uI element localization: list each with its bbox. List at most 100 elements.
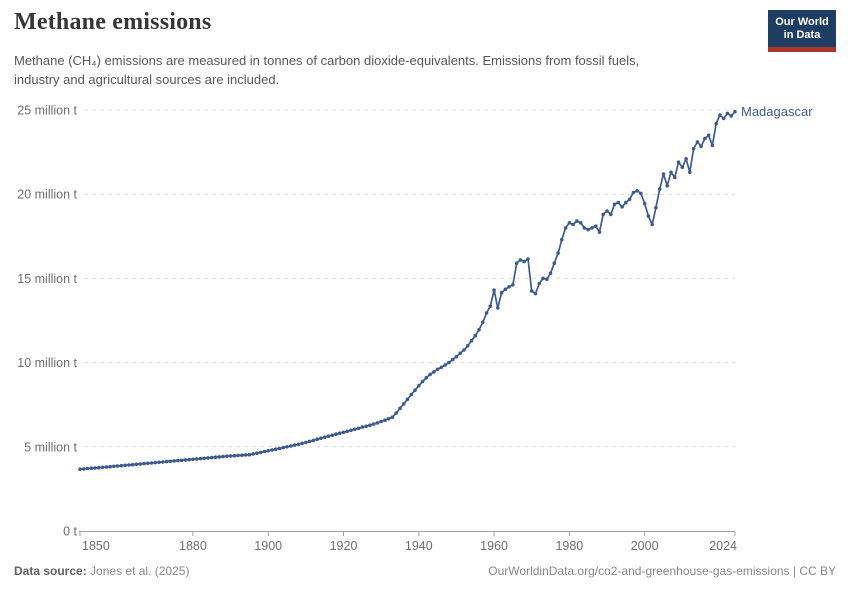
data-point[interactable] [447, 360, 451, 365]
data-point[interactable] [213, 455, 218, 460]
data-point[interactable] [368, 423, 372, 428]
data-point[interactable] [691, 146, 696, 151]
data-point[interactable] [112, 464, 116, 469]
data-point[interactable] [454, 354, 459, 359]
data-point[interactable] [134, 462, 139, 467]
data-point[interactable] [680, 165, 685, 170]
data-point[interactable] [443, 363, 447, 367]
data-point[interactable] [439, 365, 444, 370]
data-point[interactable] [650, 222, 654, 227]
data-point[interactable] [345, 429, 350, 434]
data-point[interactable] [255, 451, 259, 456]
data-point[interactable] [424, 376, 429, 380]
owid-logo[interactable]: Our World in Data [768, 10, 836, 52]
data-point[interactable] [458, 351, 463, 356]
data-point[interactable] [514, 261, 519, 266]
data-point[interactable] [469, 338, 474, 343]
data-point[interactable] [247, 452, 252, 457]
data-point[interactable] [484, 311, 489, 315]
data-point[interactable] [477, 328, 481, 332]
data-point[interactable] [465, 344, 470, 348]
data-point[interactable] [270, 448, 274, 452]
data-point[interactable] [172, 459, 176, 463]
data-point[interactable] [179, 458, 184, 463]
data-point[interactable] [243, 453, 248, 457]
data-source-value[interactable]: Jones et al. (2025) [90, 564, 190, 578]
data-point[interactable] [533, 291, 538, 296]
data-point[interactable] [699, 144, 703, 148]
data-point[interactable] [240, 453, 244, 458]
data-point[interactable] [277, 446, 282, 451]
data-point[interactable] [300, 441, 304, 446]
data-point[interactable] [733, 109, 737, 114]
entity-label[interactable]: Madagascar [741, 104, 813, 119]
data-point[interactable] [183, 458, 188, 462]
data-point[interactable] [337, 431, 342, 436]
data-point[interactable] [364, 424, 368, 429]
data-point[interactable] [304, 440, 308, 445]
footer-license-link[interactable]: OurWorldinData.org/co2-and-greenhouse-ga… [488, 564, 836, 578]
data-point[interactable] [575, 219, 579, 223]
data-point[interactable] [104, 465, 109, 469]
data-point[interactable] [232, 453, 237, 458]
data-point[interactable] [560, 237, 564, 242]
data-point[interactable] [462, 348, 466, 352]
data-point[interactable] [725, 111, 730, 116]
data-point[interactable] [545, 277, 549, 282]
data-point[interactable] [149, 461, 154, 465]
data-point[interactable] [82, 467, 86, 471]
data-point[interactable] [413, 388, 417, 393]
data-point[interactable] [262, 449, 267, 454]
data-point[interactable] [563, 226, 568, 230]
data-point[interactable] [398, 406, 402, 411]
data-point[interactable] [168, 459, 173, 464]
data-point[interactable] [273, 447, 278, 452]
data-point[interactable] [390, 415, 395, 420]
data-point[interactable] [225, 454, 229, 459]
data-point[interactable] [97, 465, 101, 470]
data-point[interactable] [492, 288, 496, 293]
data-point[interactable] [654, 205, 658, 210]
series-line[interactable] [79, 110, 736, 471]
data-point[interactable] [191, 457, 195, 462]
data-point[interactable] [488, 304, 493, 309]
data-point[interactable] [529, 289, 534, 293]
data-point[interactable] [601, 212, 605, 217]
data-point[interactable] [383, 418, 387, 423]
data-point[interactable] [206, 456, 210, 460]
data-point[interactable] [161, 460, 165, 464]
data-point[interactable] [703, 136, 707, 141]
data-point[interactable] [721, 116, 726, 121]
data-point[interactable] [330, 433, 335, 438]
data-point[interactable] [541, 276, 545, 281]
data-point[interactable] [473, 333, 478, 338]
data-point[interactable] [624, 200, 628, 205]
data-point[interactable] [420, 379, 425, 384]
data-point[interactable] [428, 372, 432, 377]
data-point[interactable] [578, 221, 583, 225]
data-point[interactable] [435, 367, 440, 372]
data-point[interactable] [706, 133, 711, 138]
data-point[interactable] [496, 306, 500, 310]
data-point[interactable] [146, 461, 150, 466]
data-point[interactable] [379, 419, 383, 424]
data-point[interactable] [511, 283, 515, 287]
data-point[interactable] [386, 416, 391, 421]
data-point[interactable] [571, 222, 575, 227]
data-point[interactable] [401, 402, 406, 406]
data-point[interactable] [119, 463, 124, 468]
data-point[interactable] [688, 170, 692, 175]
data-point[interactable] [710, 143, 715, 148]
data-point[interactable] [639, 191, 643, 196]
data-point[interactable] [518, 258, 523, 262]
data-point[interactable] [289, 444, 293, 448]
data-point[interactable] [153, 460, 158, 465]
data-point[interactable] [375, 421, 380, 425]
data-point[interactable] [586, 227, 590, 232]
data-point[interactable] [322, 435, 327, 440]
data-point[interactable] [409, 392, 414, 397]
data-point[interactable] [593, 224, 598, 228]
data-point[interactable] [349, 428, 353, 433]
data-point[interactable] [548, 271, 553, 276]
data-point[interactable] [296, 442, 301, 447]
